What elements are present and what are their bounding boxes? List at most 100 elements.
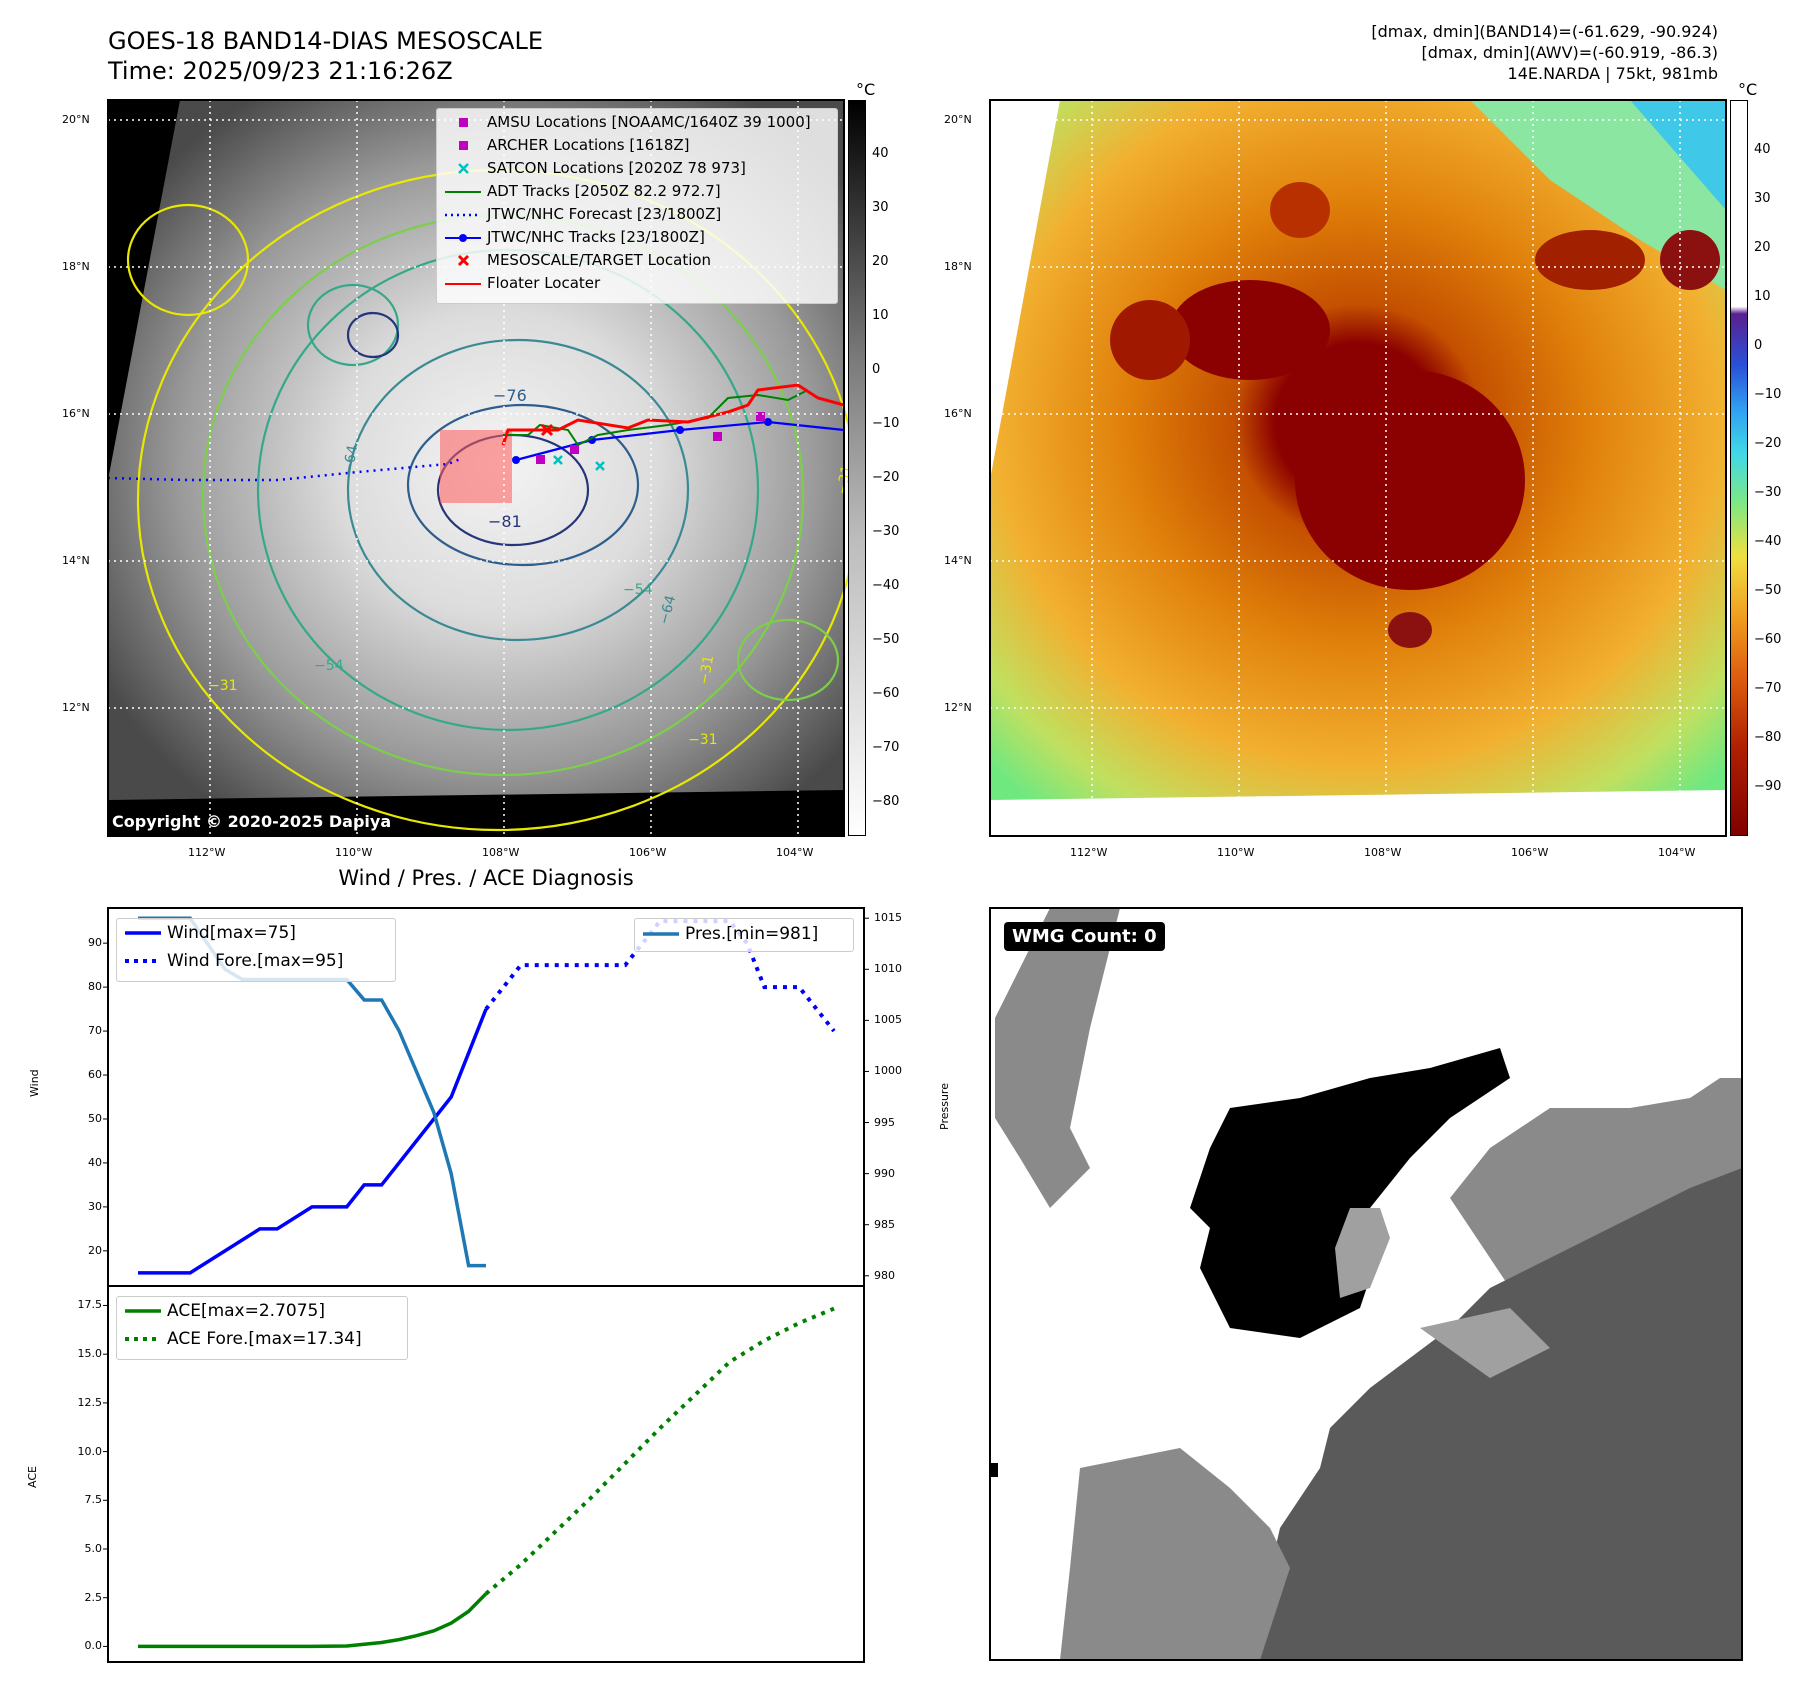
lon-label: 104°W bbox=[776, 846, 814, 859]
right-colorbar-unit: °C bbox=[1738, 80, 1758, 99]
ace-tick-label: 0.0 bbox=[84, 1639, 103, 1653]
left-colorbar-unit: °C bbox=[856, 80, 876, 99]
contour-label: −31 bbox=[688, 732, 718, 748]
ace-tick-label: 2.5 bbox=[84, 1590, 103, 1604]
colorbar-tick: 0 bbox=[1754, 338, 1763, 353]
lon-label: 106°W bbox=[1511, 846, 1549, 859]
pressure-tick-label: 995 bbox=[874, 1115, 895, 1129]
colorbar-tick: −10 bbox=[872, 416, 900, 431]
colorbar-tick: −10 bbox=[1754, 387, 1782, 402]
ace-series-line-0 bbox=[138, 1592, 488, 1649]
legend-item-wind-forecast: Wind Fore.[max=95] bbox=[125, 951, 344, 971]
lat-label: 18°N bbox=[944, 260, 972, 273]
legend-item-wind: Wind[max=75] bbox=[125, 923, 296, 943]
lat-label: 20°N bbox=[62, 113, 90, 126]
diagnosis-title: Wind / Pres. / ACE Diagnosis bbox=[338, 866, 634, 890]
legend-item-jtwc-tracks: JTWC/NHC Tracks [23/1800Z] bbox=[437, 226, 837, 249]
wmg-panel: WMG Count: 0 bbox=[990, 908, 1742, 1660]
wmg-image bbox=[990, 908, 1742, 1660]
colorbar-tick: −60 bbox=[1754, 632, 1782, 647]
colorbar-tick: −50 bbox=[872, 632, 900, 647]
legend-item-satcon: SATCON Locations [2020Z 78 973] bbox=[437, 157, 837, 180]
lon-label: 108°W bbox=[1364, 846, 1402, 859]
colorbar-tick: 30 bbox=[1754, 191, 1771, 206]
colorbar-tick: −70 bbox=[872, 740, 900, 755]
ace-tick-label: 15.0 bbox=[77, 1347, 103, 1361]
colorbar-tick: −30 bbox=[1754, 485, 1782, 500]
ace-tick-label: 12.5 bbox=[77, 1395, 103, 1409]
contour-label: −76 bbox=[493, 386, 527, 405]
colorbar-tick: −80 bbox=[872, 794, 900, 809]
info-line2: [dmax, dmin](AWV)=(-60.919, -86.3) bbox=[1421, 43, 1718, 62]
wind-tick-label: 70 bbox=[88, 1024, 102, 1038]
legend-item-mesoscale-target: MESOSCALE/TARGET Location bbox=[437, 249, 837, 272]
lon-label: 106°W bbox=[629, 846, 667, 859]
info-line1: [dmax, dmin](BAND14)=(-61.629, -90.924) bbox=[1371, 22, 1718, 41]
legend-item-floater: Floater Locater bbox=[445, 274, 601, 292]
wind-tick-label: 20 bbox=[88, 1243, 102, 1257]
ace-tick-label: 7.5 bbox=[84, 1493, 103, 1507]
wind-legend: Wind[max=75] Wind Fore.[max=95] bbox=[116, 918, 396, 982]
lon-label: 108°W bbox=[482, 846, 520, 859]
wind-tick-label: 30 bbox=[88, 1199, 102, 1213]
pressure-axis-label: Pressure bbox=[938, 1083, 951, 1130]
ace-series-line-1 bbox=[484, 1306, 835, 1596]
lat-label: 12°N bbox=[944, 701, 972, 714]
pressure-tick-label: 990 bbox=[874, 1166, 895, 1180]
colorbar-tick: −40 bbox=[872, 578, 900, 593]
wind-tick-label: 90 bbox=[88, 936, 102, 950]
colorbar-tick: 30 bbox=[872, 200, 889, 215]
right-colorbar-ticks: 40 30 20 10 0 −10 −20 −30 −40 −50 −60 −7… bbox=[1754, 142, 1794, 822]
legend-item-archer: ARCHER Locations [1618Z] bbox=[437, 134, 837, 157]
colorbar-tick: −80 bbox=[1754, 730, 1782, 745]
wind-tick-label: 80 bbox=[88, 980, 102, 994]
pressure-legend: Pres.[min=981] bbox=[634, 918, 854, 952]
colorbar-tick: −70 bbox=[1754, 681, 1782, 696]
pressure-tick-label: 985 bbox=[874, 1217, 895, 1231]
ace-chart: ACE[max=2.7075] ACE Fore.[max=17.34] bbox=[103, 1286, 864, 1662]
left-map-legend: AMSU Locations [NOAAMC/1640Z 39 1000] AR… bbox=[436, 108, 838, 304]
contour-label: −31 bbox=[208, 678, 238, 694]
legend-item-amsu: AMSU Locations [NOAAMC/1640Z 39 1000] bbox=[437, 111, 837, 134]
lat-label: 16°N bbox=[944, 407, 972, 420]
right-colorbar bbox=[1730, 100, 1748, 836]
colorbar-tick: 10 bbox=[1754, 289, 1771, 304]
contour-label: −54 bbox=[623, 582, 653, 598]
contour-label: −81 bbox=[488, 512, 522, 531]
pressure-tick-label: 1015 bbox=[874, 911, 902, 925]
colorbar-tick: −20 bbox=[1754, 436, 1782, 451]
wind-tick-label: 40 bbox=[88, 1155, 102, 1169]
right-map-image bbox=[990, 100, 1726, 836]
contour-label: −54 bbox=[314, 658, 344, 674]
lat-label: 14°N bbox=[62, 554, 90, 567]
lat-label: 16°N bbox=[62, 407, 90, 420]
wind-tick-label: 60 bbox=[88, 1068, 102, 1082]
lat-label: 14°N bbox=[944, 554, 972, 567]
pressure-tick-label: 1005 bbox=[874, 1013, 902, 1027]
legend-item-jtwc-forecast: JTWC/NHC Forecast [23/1800Z] bbox=[445, 205, 722, 223]
lon-label: 110°W bbox=[335, 846, 373, 859]
ace-axis-label: ACE bbox=[26, 1466, 39, 1488]
ace-tick-label: 17.5 bbox=[77, 1298, 103, 1312]
legend-item-pressure: Pres.[min=981] bbox=[643, 924, 819, 944]
figure-title-line1: GOES-18 BAND14-DIAS MESOSCALE bbox=[108, 27, 544, 55]
lat-label: 18°N bbox=[62, 260, 90, 273]
left-map-panel: −76 −81 −64 −54 −31 −31 −31 −64 −54 −31 … bbox=[107, 100, 860, 836]
colorbar-tick: −20 bbox=[872, 470, 900, 485]
wind-tick-label: 50 bbox=[88, 1111, 102, 1125]
colorbar-tick: 20 bbox=[1754, 240, 1771, 255]
ace-tick-label: 10.0 bbox=[77, 1444, 103, 1458]
colorbar-tick: 10 bbox=[872, 308, 889, 323]
pressure-tick-label: 1010 bbox=[874, 962, 902, 976]
wind-pressure-chart: Wind[max=75] Wind Fore.[max=95] Pres.[mi… bbox=[103, 908, 869, 1286]
ace-tick-label: 5.0 bbox=[84, 1542, 103, 1555]
legend-item-ace-forecast: ACE Fore.[max=17.34] bbox=[125, 1329, 362, 1349]
legend-item-adt: ADT Tracks [2050Z 82.2 972.7] bbox=[445, 182, 721, 200]
lon-label: 112°W bbox=[1070, 846, 1108, 859]
left-colorbar-ticks: 40 30 20 10 0 −10 −20 −30 −40 −50 −60 −7… bbox=[872, 146, 912, 826]
copyright-text: Copyright © 2020-2025 Dapiya bbox=[112, 812, 392, 831]
info-line3: 14E.NARDA | 75kt, 981mb bbox=[1507, 64, 1718, 83]
colorbar-tick: 20 bbox=[872, 254, 889, 269]
colorbar-tick: −40 bbox=[1754, 534, 1782, 549]
colorbar-tick: 0 bbox=[872, 362, 881, 377]
